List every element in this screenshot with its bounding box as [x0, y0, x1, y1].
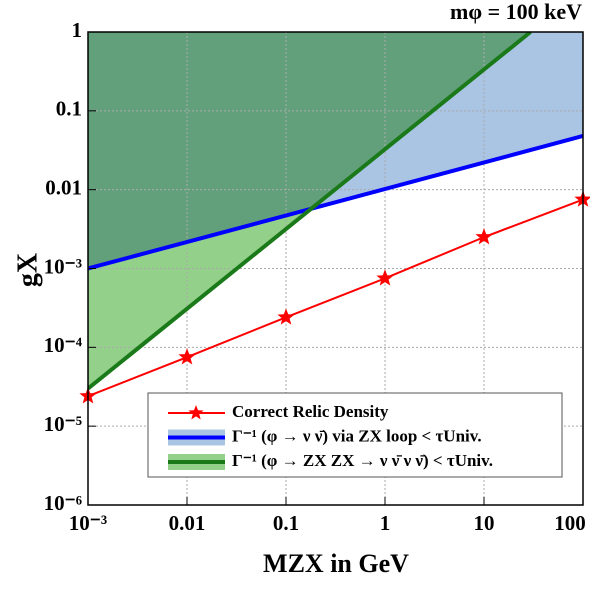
- star-marker: [475, 228, 493, 245]
- star-marker: [574, 190, 590, 207]
- plot-area: [88, 32, 583, 505]
- series-line: [88, 134, 583, 271]
- series-line: [88, 198, 583, 398]
- y-tick-label: 10⁻⁴: [44, 333, 83, 357]
- y-tick-label: 0.01: [45, 175, 82, 199]
- y-tick-label: 10⁻³: [44, 254, 82, 278]
- x-tick-label: 1: [380, 511, 391, 535]
- legend-label: Γ⁻¹ (φ → ν ν̄) via ZX loop < τUniv.: [232, 426, 482, 445]
- chart-title: mφ = 100 keV: [450, 0, 582, 24]
- star-marker: [178, 348, 196, 365]
- legend-marker: [188, 405, 204, 420]
- star-marker: [277, 308, 295, 325]
- x-tick-label: 0.1: [273, 511, 299, 535]
- x-tick-label: 100: [554, 511, 586, 535]
- legend-label: Correct Relic Density: [232, 402, 389, 421]
- x-axis-label: MZX in GeV: [263, 549, 409, 578]
- x-tick-label: 0.01: [169, 511, 206, 535]
- y-tick-label: 10⁻⁶: [44, 491, 82, 515]
- x-tick-label: 10⁻³: [69, 511, 107, 535]
- y-axis-label: gX: [12, 253, 43, 287]
- plot-frame: [87, 31, 584, 506]
- star-marker: [376, 269, 394, 286]
- y-tick-label: 0.1: [56, 97, 82, 121]
- x-tick-label: 10: [474, 511, 495, 535]
- y-tick-label: 1: [72, 18, 83, 42]
- series-line: [88, 32, 532, 391]
- y-tick-label: 10⁻⁵: [44, 412, 82, 436]
- legend-label: Γ⁻¹ (φ → ZX ZX → ν ν̄ ν ν̄) < τUniv.: [232, 451, 493, 470]
